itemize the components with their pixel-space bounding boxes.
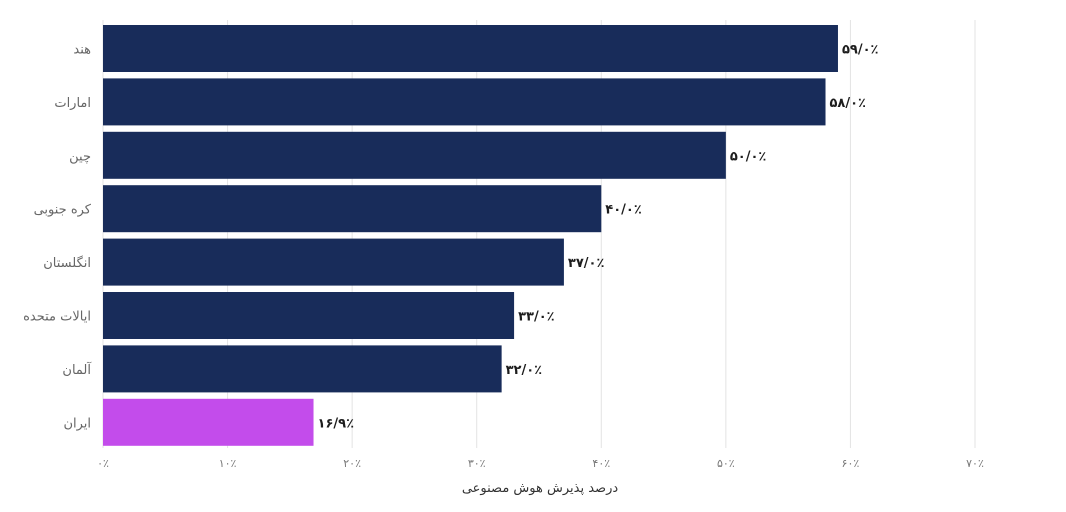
category-label: ایالات متحده	[23, 310, 91, 325]
bar[interactable]	[103, 345, 502, 393]
category-label: هند	[73, 43, 91, 58]
x-tick-label: ۲۰٪	[343, 457, 361, 470]
x-tick-label: ۵۰٪	[717, 457, 735, 470]
bar[interactable]	[103, 131, 726, 179]
category-label: چین	[69, 149, 91, 164]
category-label: ایران	[63, 416, 91, 431]
x-tick-label: ۳۰٪	[468, 457, 486, 470]
category-label: کره جنوبی	[34, 203, 92, 218]
x-tick-label: ۷۰٪	[966, 457, 984, 470]
x-axis-ticks: ۰٪ ۱۰٪ ۲۰٪ ۳۰٪ ۴۰٪ ۵۰٪ ۶۰٪ ۷۰٪	[97, 457, 984, 470]
x-axis-title: درصد پذیرش هوش مصنوعی	[462, 481, 619, 496]
category-label: انگلستان	[43, 255, 91, 271]
data-label: ۵۸/۰٪	[830, 96, 867, 111]
bar[interactable]	[103, 292, 515, 339]
x-tick-label: ۰٪	[97, 457, 109, 470]
value-labels: ۵۹/۰٪ ۵۸/۰٪ ۵۰/۰٪ ۴۰/۰٪ ۳۷/۰٪ ۳۳/۰٪ ۳۲/۰٪ ۱۶/۹٪	[318, 43, 879, 432]
category-label: امارات	[54, 96, 91, 111]
x-tick-label: ۴۰٪	[592, 457, 610, 470]
category-label: آلمان	[62, 361, 92, 378]
category-labels: هند امارات چین کره جنوبی انگلستان ایالات متحد…	[23, 43, 92, 432]
bar[interactable]	[103, 185, 602, 233]
data-label: ۱۶/۹٪	[318, 416, 355, 431]
data-label: ۳۳/۰٪	[518, 310, 555, 325]
x-tick-label: ۱۰٪	[219, 457, 237, 470]
data-label: ۴۰/۰٪	[605, 203, 642, 218]
bar[interactable]	[103, 238, 564, 286]
x-tick-label: ۶۰٪	[842, 457, 860, 470]
bar[interactable]	[103, 398, 314, 446]
data-label: ۵۰/۰٪	[730, 149, 767, 164]
bar[interactable]	[103, 25, 838, 72]
bar[interactable]	[103, 78, 826, 126]
data-label: ۳۲/۰٪	[506, 363, 543, 378]
data-label: ۵۹/۰٪	[842, 43, 879, 58]
data-label: ۳۷/۰٪	[568, 256, 605, 271]
bar-layer	[103, 25, 838, 446]
